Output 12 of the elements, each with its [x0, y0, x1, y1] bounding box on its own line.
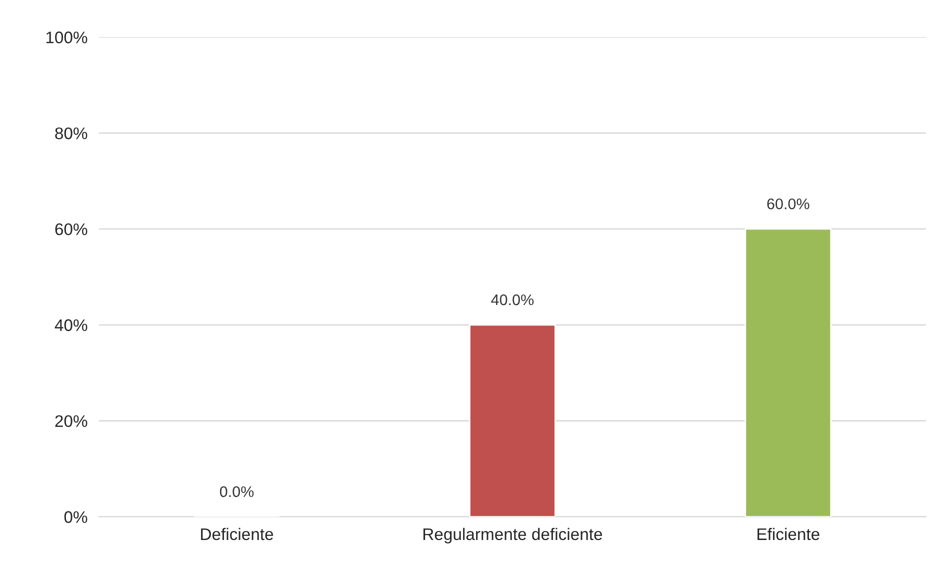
data-label: 60.0%	[767, 198, 810, 210]
y-tick-label: 60%	[55, 223, 88, 236]
y-tick-label: 40%	[54, 319, 88, 332]
x-tick-label: Eficiente	[758, 528, 820, 540]
y-tick-label: 0%	[64, 511, 88, 523]
x-tick-label: Regularmente deficiente	[423, 528, 602, 544]
y-tick-label: 100%	[46, 32, 88, 44]
data-label: 0.0%	[220, 486, 254, 498]
x-tick-label: Deficiente	[201, 528, 274, 540]
y-tick-label: 20%	[55, 415, 88, 428]
y-tick-label: 80%	[55, 127, 88, 140]
data-label: 40.0%	[491, 294, 534, 306]
